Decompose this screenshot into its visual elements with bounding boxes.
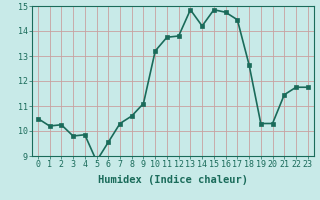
- X-axis label: Humidex (Indice chaleur): Humidex (Indice chaleur): [98, 175, 248, 185]
